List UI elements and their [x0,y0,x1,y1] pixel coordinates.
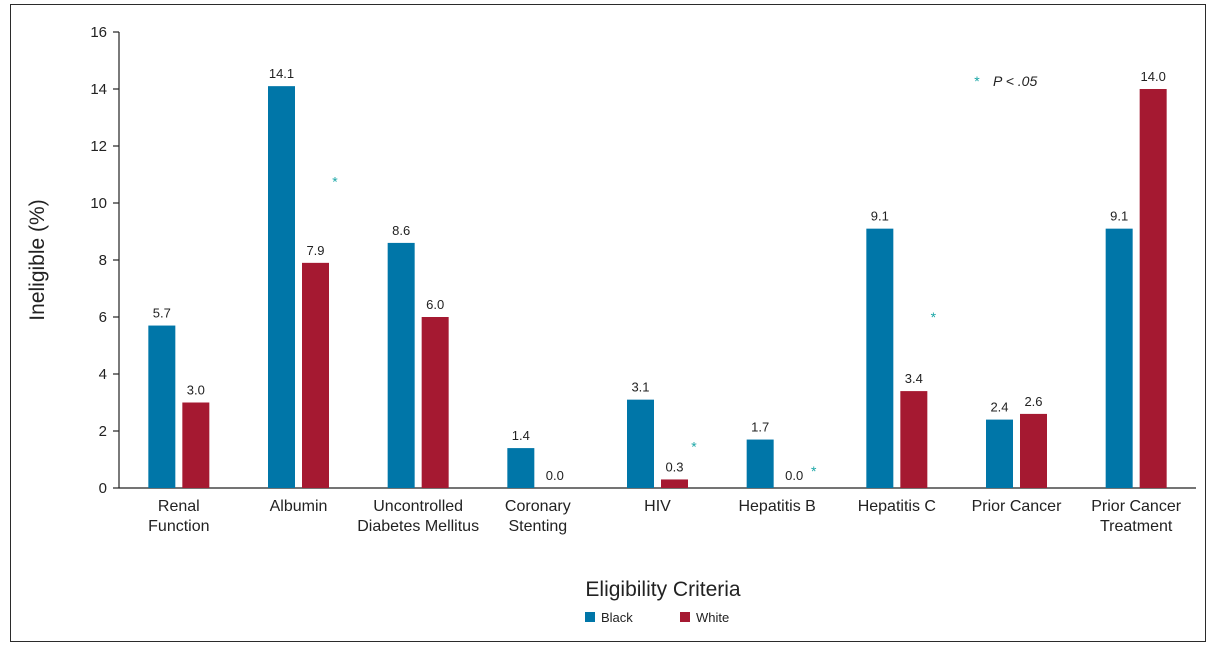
x-tick-label: Renal Function [148,498,209,535]
data-label-white: 3.0 [187,383,205,398]
legend: Black White [585,610,729,625]
data-label-black: 8.6 [392,223,410,238]
bar-white [661,479,688,488]
x-tick-label-line: Hepatitis C [858,498,936,515]
data-label-black: 1.7 [751,420,769,435]
legend-label-white: White [696,610,729,625]
bar-black [627,399,654,488]
legend-label-black: Black [601,610,633,625]
bar-black [268,86,295,489]
data-label-white: 6.0 [426,297,444,312]
bar-black [387,242,415,488]
x-tick-label-line: Diabetes Mellitus [357,518,479,535]
x-axis: Renal Function Albumin Uncontrolled Diabetes… [119,487,1196,535]
significance-markers: * * * * [332,174,936,479]
y-tick-label: 8 [99,252,107,269]
significance-note-symbol: * [974,73,980,89]
data-label-black: 1.4 [512,428,530,443]
x-tick-label: Albumin [270,498,328,515]
significance-marker: * [332,174,338,190]
data-label-black: 9.1 [871,209,889,224]
significance-marker: * [811,463,817,479]
x-tick-label-line: Prior Cancer [1091,498,1181,515]
bar-black [866,228,894,488]
significance-marker: * [931,309,937,325]
bar-white [1139,89,1167,488]
data-label-black: 9.1 [1110,209,1128,224]
x-tick-label-line: Albumin [270,498,328,515]
bar-white [421,317,449,488]
legend-swatch-white [680,612,690,622]
bar-white [182,402,210,488]
y-tick-label: 2 [99,423,107,440]
bar-black [148,325,176,488]
data-label-white: 14.0 [1141,69,1166,84]
bar-white [900,391,928,488]
x-tick-label: Uncontrolled Diabetes Mellitus [357,498,479,535]
significance-note-text: P < .05 [993,73,1037,89]
y-tick-label: 12 [90,138,107,155]
x-tick-label-line: HIV [644,498,671,515]
significance-note: * P < .05 [974,73,1037,89]
data-label-black: 14.1 [269,66,294,81]
x-tick-label: Prior Cancer [972,498,1062,515]
data-labels: 5.7 3.0 14.1 7.9 8.6 6.0 1.4 0.0 3.1 0.3 1.7 0.0 9.1… [153,66,1166,483]
bar-black [746,439,774,488]
bar-white [302,262,329,488]
data-label-black: 2.4 [990,400,1008,415]
bar-black [507,448,535,488]
y-tick-label: 0 [99,480,107,497]
data-label-white: 3.4 [905,371,923,386]
x-tick-label-line: Prior Cancer [972,498,1062,515]
x-tick-label: HIV [644,498,671,515]
data-label-white: 7.9 [306,243,324,258]
y-tick-label: 6 [99,309,107,326]
data-label-black: 5.7 [153,306,171,321]
x-tick-label-line: Function [148,518,209,535]
y-axis: 0 2 4 6 8 10 12 14 16 [90,24,120,497]
legend-swatch-black [585,612,595,622]
x-tick-label-line: Stenting [508,518,567,535]
x-tick-label: Hepatitis B [738,498,815,515]
x-tick-label: Coronary Stenting [505,498,571,535]
x-tick-label: Prior Cancer Treatment [1091,498,1181,535]
x-tick-label-line: Coronary [505,498,571,515]
chart-frame [10,4,1206,642]
x-tick-label-line: Renal [158,498,200,515]
bars [148,86,1167,489]
y-tick-label: 4 [99,366,107,383]
bar-white [1020,413,1047,488]
data-label-white: 0.0 [546,468,564,483]
bar-black [986,419,1013,488]
x-tick-label-line: Treatment [1100,518,1173,535]
x-tick-label-line: Hepatitis B [738,498,815,515]
data-label-white: 0.3 [665,459,683,474]
data-label-white: 2.6 [1024,394,1042,409]
x-tick-label-line: Uncontrolled [373,498,463,515]
x-tick-label: Hepatitis C [858,498,936,515]
y-axis-title: Ineligible (%) [26,199,49,320]
data-label-black: 3.1 [631,380,649,395]
bar-black [1105,228,1133,488]
y-tick-label: 16 [90,24,107,41]
y-tick-label: 10 [90,195,107,212]
x-axis-title: Eligibility Criteria [585,578,741,601]
significance-marker: * [691,439,697,455]
y-tick-label: 14 [90,81,107,98]
data-label-white: 0.0 [785,468,803,483]
